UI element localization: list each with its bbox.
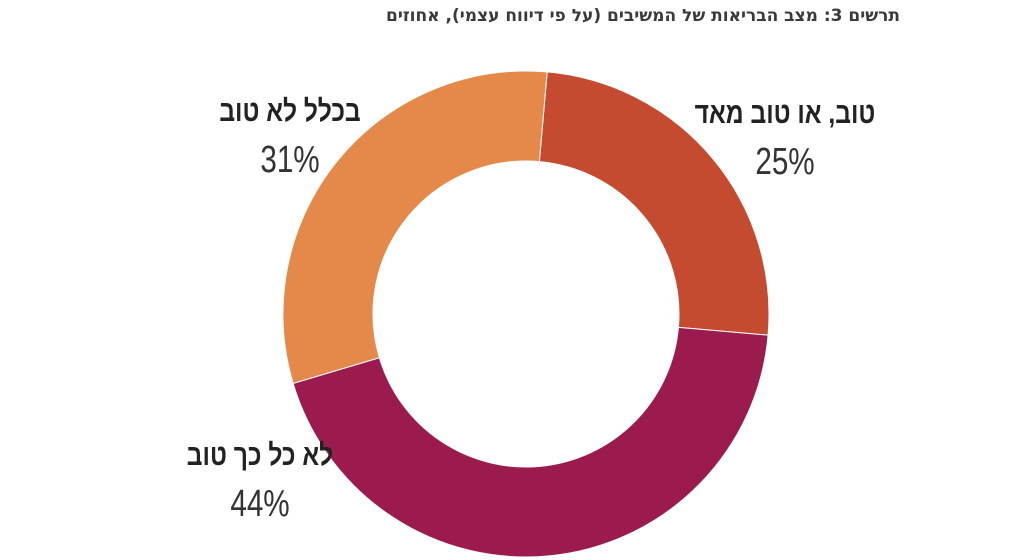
slice-name-not-so-good: לא כל כך טוב bbox=[186, 439, 334, 472]
slice-label-not-good-at-all: בכלל לא טוב 31% bbox=[170, 94, 410, 182]
slice-name-very-good: טוב, או טוב מאד bbox=[694, 97, 876, 130]
slice-not-good-at-all bbox=[282, 70, 548, 385]
slice-name-not-good-at-all: בכלל לא טוב bbox=[219, 95, 361, 128]
chart-title: תרשים 3: מצב הבריאות של המשיבים (על פי ד… bbox=[386, 6, 900, 26]
slice-value-not-good-at-all: 31% bbox=[260, 139, 320, 181]
slice-value-not-so-good: 44% bbox=[230, 483, 290, 525]
slice-label-not-so-good: לא כל כך טוב 44% bbox=[140, 438, 380, 526]
slice-very-good bbox=[538, 71, 770, 336]
slice-not-so-good bbox=[292, 326, 769, 558]
slice-value-very-good: 25% bbox=[755, 141, 815, 183]
slice-label-very-good: טוב, או טוב מאד 25% bbox=[660, 96, 910, 184]
donut-slices bbox=[282, 70, 770, 558]
